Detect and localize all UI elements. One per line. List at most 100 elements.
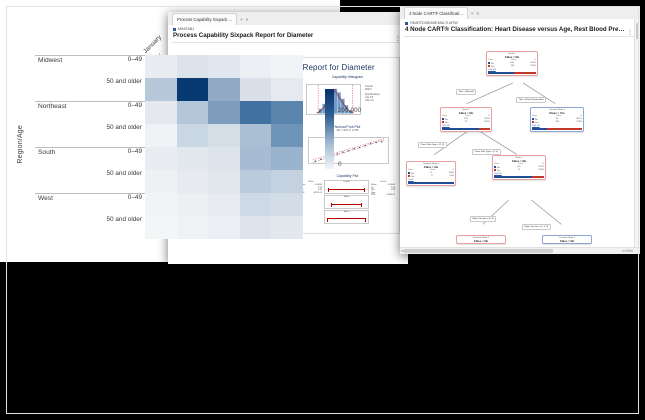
heatmap-legend-max: 200,000 [338, 107, 362, 114]
heatmap-cell-r4-c2[interactable] [208, 147, 240, 170]
heatmap-cell-r0-c2[interactable] [208, 55, 240, 78]
heatmap-cell-r6-c3[interactable] [239, 193, 272, 216]
node-class: Class = No [511, 158, 527, 163]
heatmap-cell-r7-c4[interactable] [271, 216, 303, 239]
window-heatmap[interactable]: Region/Age January Midwest Northeast Sou… [0, 0, 639, 414]
region-label: Northeast [35, 101, 87, 147]
heatmap-cell-r2-c1[interactable] [176, 101, 209, 124]
heatmap-cell-r3-c0[interactable] [145, 124, 177, 147]
cart-horizontal-scrollbar[interactable]: \u25c0 \u25b6 [400, 247, 640, 254]
heatmap-grid-wrap [145, 55, 303, 239]
node-table: Class Count% No 123 76.9% Yes 37 23.1% [442, 114, 490, 125]
region-label: West [35, 193, 87, 239]
heatmap-cell-r1-c1[interactable] [176, 78, 209, 101]
node-bar [488, 71, 536, 75]
heatmap-cell-r2-c0[interactable] [145, 101, 177, 124]
node-bar [408, 181, 454, 185]
node-total: Total 152 [494, 172, 502, 175]
heatmap-cell-r0-c3[interactable] [239, 55, 272, 78]
cart-node-terminal-2[interactable]: Terminal Node 2 Class = No [456, 235, 506, 244]
heatmap-cell-r5-c2[interactable] [208, 170, 240, 193]
heatmap-region-labels: Midwest Northeast South West [35, 55, 87, 239]
heatmap-cell-r4-c3[interactable] [239, 147, 272, 170]
sixpack-divider [172, 42, 404, 43]
heatmap-cell-r1-c0[interactable] [145, 78, 177, 101]
heatmap-cell-r6-c1[interactable] [176, 193, 209, 216]
cart-tree-canvas: Node 1 Class = No Class Count% No 164 54.1%… [404, 49, 634, 247]
node-total: Total 8 [408, 178, 414, 181]
cart-node-terminal-3[interactable]: Terminal Node 3 Class = No [542, 235, 592, 244]
cart-node-3[interactable]: Node 3 Class = No Class Count% No 115 75.7%… [492, 155, 546, 181]
hist-lsl: LSL 0.5 [365, 96, 374, 99]
heatmap-cell-r7-c1[interactable] [176, 216, 209, 239]
cart-doc-path-text: HEARTDISEASEMULTI.MTW [410, 21, 458, 25]
heatmap-cell-r0-c0[interactable] [145, 55, 177, 78]
heatmap-cell-r2-c2[interactable] [208, 101, 240, 124]
heatmap-cell-r6-c0[interactable] [145, 193, 177, 216]
heatmap-cell-r5-c0[interactable] [145, 170, 177, 193]
cart-node-root[interactable]: Node 1 Class = No Class Count% No 164 54.1%… [486, 51, 538, 77]
region-label: Midwest [35, 55, 87, 101]
node-bar [442, 127, 490, 131]
cart-node-terminal-4[interactable]: Terminal Node 4 Class = Yes Class Count% … [530, 107, 584, 133]
heatmap-cell-r1-c2[interactable] [208, 78, 240, 101]
panel-normal-prob-plot: Normal Prob Plot AD: 1.231 P: 0.756 [300, 125, 395, 172]
heatmap-chart-area: Region/Age January Midwest Northeast Sou… [6, 6, 639, 414]
cart-hscroll-thumb[interactable] [404, 249, 553, 253]
heatmap-cell-r5-c1[interactable] [176, 170, 209, 193]
heatmap-cell-r4-c4[interactable] [271, 147, 303, 170]
sixpack-tab[interactable]: Process Capability Sixpack ... [172, 13, 238, 25]
heatmap-cell-r2-c3[interactable] [239, 101, 272, 124]
heatmap-cell-r1-c3[interactable] [239, 78, 272, 101]
heatmap-cell-r4-c0[interactable] [145, 147, 177, 170]
cart-vscroll-thumb[interactable] [636, 23, 639, 39]
heatmap-cell-r1-c4[interactable] [271, 78, 303, 101]
heatmap-cell-r7-c0[interactable] [145, 216, 177, 239]
age-label: 0–49 [87, 193, 145, 216]
heatmap-cell-r6-c4[interactable] [271, 193, 303, 216]
cart-edge-chestpain-23: Chest Pain Type = (2, 3) [418, 142, 447, 148]
sixpack-new-tab-icon[interactable]: + [240, 17, 243, 22]
heatmap-cell-r4-c1[interactable] [176, 147, 209, 170]
heatmap-cell-r5-c4[interactable] [271, 170, 303, 193]
cart-tabstrip[interactable]: 4 Node CART® Classificati... + × [400, 6, 640, 20]
heatmap-cell-r3-c1[interactable] [176, 124, 209, 147]
cart-new-tab-icon[interactable]: + [470, 11, 474, 16]
cart-close-tab-icon[interactable]: × [476, 11, 480, 16]
heatmap-cell-r3-c3[interactable] [239, 124, 272, 147]
cart-node-2[interactable]: Node 2 Class = No Class Count% No 123 76.9%… [440, 107, 492, 133]
heatmap-cell-r0-c4[interactable] [271, 55, 303, 78]
heatmap-cell-r2-c4[interactable] [271, 101, 303, 124]
heatmap-cell-r5-c3[interactable] [239, 170, 272, 193]
heatmap-cell-r7-c3[interactable] [239, 216, 272, 239]
cart-tab[interactable]: 4 Node CART® Classificati... [404, 7, 468, 19]
node-class: Class = No [504, 54, 520, 59]
age-label: 50 and older [106, 216, 142, 223]
sixpack-close-tab-icon[interactable]: × [245, 17, 249, 22]
heatmap-cell-r7-c2[interactable] [208, 216, 240, 239]
age-label: 50 and older [106, 124, 142, 131]
cart-node-terminal-1[interactable]: Terminal Node 1 Class = No Class Count% N… [406, 161, 456, 187]
hscroll-right-arrow-icon[interactable]: \u25b6 [622, 249, 633, 253]
heatmap-legend-min: 0 [338, 161, 342, 168]
heatmap-cell-r3-c4[interactable] [271, 124, 303, 147]
age-label: 0–49 [87, 147, 145, 170]
hist-spec-header: Specifications [365, 93, 380, 96]
cart-overflow-menu-icon[interactable]: ⋮ [627, 30, 633, 36]
sixpack-tabstrip[interactable]: Process Capability Sixpack ... + × [168, 12, 408, 26]
cart-vertical-scrollbar[interactable] [634, 19, 640, 254]
cart-edge-chestpain-14: Chest Pain Type = (1, 4) [472, 149, 501, 155]
window-cart-classification[interactable]: 4 Node CART® Classificati... + × HEARTDI… [400, 6, 640, 254]
heatmap-cell-r6-c2[interactable] [208, 193, 240, 216]
heatmap-legend: 200,000 0 [325, 89, 361, 169]
node-id: Terminal Node 2 [473, 236, 489, 239]
node-class: Class = No [559, 238, 575, 243]
cart-edge-majorvessels-04: Major Vessels = (0, 4) [470, 216, 497, 222]
sixpack-overflow-menu-icon[interactable]: ⋮ [395, 36, 401, 42]
heatmap-cell-r0-c1[interactable] [176, 55, 209, 78]
node-id: Node 1 [508, 52, 516, 55]
heatmap-cell-r3-c2[interactable] [208, 124, 240, 147]
heatmap-column-january: January [142, 33, 164, 55]
